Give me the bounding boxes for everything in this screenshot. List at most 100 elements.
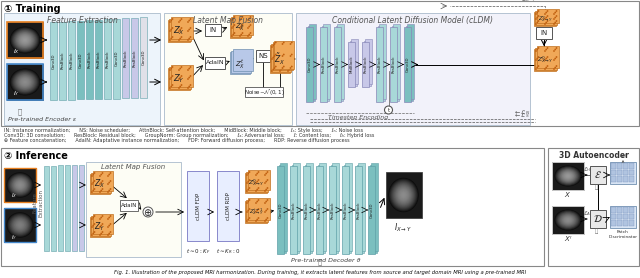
Circle shape <box>536 12 538 13</box>
Ellipse shape <box>17 182 24 188</box>
Text: MidBlock: MidBlock <box>349 56 353 73</box>
Text: ResBlock: ResBlock <box>97 51 100 68</box>
Ellipse shape <box>15 31 35 49</box>
Bar <box>355 166 362 254</box>
Circle shape <box>242 16 243 18</box>
Circle shape <box>109 172 111 174</box>
Circle shape <box>92 182 94 183</box>
Circle shape <box>178 87 180 89</box>
Circle shape <box>180 84 182 86</box>
Bar <box>623 207 628 212</box>
Circle shape <box>273 44 274 46</box>
Ellipse shape <box>9 175 31 195</box>
Circle shape <box>248 18 250 19</box>
Bar <box>104 19 111 99</box>
Bar <box>246 172 268 192</box>
Circle shape <box>108 225 110 226</box>
Text: ResBlock: ResBlock <box>378 56 381 73</box>
Circle shape <box>290 67 291 69</box>
Circle shape <box>547 20 548 22</box>
Bar <box>611 163 616 168</box>
Circle shape <box>544 59 546 61</box>
Circle shape <box>535 59 537 61</box>
Text: Conv3D: Conv3D <box>79 52 83 68</box>
Circle shape <box>99 183 101 185</box>
Bar <box>376 27 383 102</box>
Bar <box>362 42 369 87</box>
Circle shape <box>554 22 556 23</box>
Ellipse shape <box>391 181 416 209</box>
Circle shape <box>264 182 266 184</box>
Bar <box>7 22 43 58</box>
Text: $\mathcal{E}$: $\mathcal{E}$ <box>594 170 602 180</box>
Text: Noise~$\mathcal{N}(0,1)$: Noise~$\mathcal{N}(0,1)$ <box>244 87 284 97</box>
Circle shape <box>257 181 258 182</box>
Text: $I_Y$: $I_Y$ <box>11 234 17 242</box>
Circle shape <box>172 36 173 38</box>
Circle shape <box>556 15 557 17</box>
Bar <box>365 39 372 84</box>
Circle shape <box>93 172 95 174</box>
Bar <box>611 170 616 175</box>
Circle shape <box>107 191 109 193</box>
Text: $\tilde{Z}_X$: $\tilde{Z}_X$ <box>275 51 285 66</box>
Text: ResBlock: ResBlock <box>132 49 136 67</box>
Ellipse shape <box>13 71 37 93</box>
Circle shape <box>239 35 241 37</box>
Bar <box>245 87 283 97</box>
Circle shape <box>535 50 537 52</box>
Circle shape <box>107 175 109 177</box>
Circle shape <box>545 49 547 50</box>
Text: ResBlock: ResBlock <box>335 56 339 73</box>
Circle shape <box>282 67 284 69</box>
Text: $Z_X$: $Z_X$ <box>95 178 106 190</box>
Bar <box>610 206 636 228</box>
Text: IN: Instance normalization;      NS: Noise scheduler;      AttnBlock: Self-atten: IN: Instance normalization; NS: Noise sc… <box>4 128 363 133</box>
Bar <box>77 21 84 100</box>
Circle shape <box>102 180 104 182</box>
Bar <box>293 163 300 251</box>
Bar <box>364 41 371 86</box>
Circle shape <box>282 55 284 57</box>
Text: $Z_X^c$: $Z_X^c$ <box>235 22 245 34</box>
Text: $\leftarrow \mathcal{L}_S$: $\leftarrow \mathcal{L}_S$ <box>513 111 530 120</box>
Bar <box>280 163 287 251</box>
Ellipse shape <box>390 180 417 210</box>
Bar <box>330 165 337 252</box>
Circle shape <box>247 27 249 29</box>
Bar <box>369 165 376 252</box>
Ellipse shape <box>560 214 576 226</box>
Circle shape <box>544 23 546 25</box>
Circle shape <box>179 86 181 87</box>
Circle shape <box>170 20 172 21</box>
Text: Conv3D: Conv3D <box>307 57 312 72</box>
Circle shape <box>102 188 104 190</box>
Text: ResBlock: ResBlock <box>392 56 396 73</box>
Ellipse shape <box>8 214 31 236</box>
Circle shape <box>231 35 233 37</box>
Bar <box>231 51 252 73</box>
Bar <box>1 148 544 266</box>
Bar <box>629 207 634 212</box>
Circle shape <box>536 17 538 18</box>
Ellipse shape <box>560 170 576 182</box>
Circle shape <box>234 24 236 26</box>
Ellipse shape <box>18 223 22 227</box>
Bar <box>51 166 56 251</box>
Text: $Z_X^t$: $Z_X^t$ <box>235 56 245 70</box>
Text: ResBlock: ResBlock <box>106 50 109 68</box>
Bar <box>68 21 75 100</box>
Ellipse shape <box>13 178 28 192</box>
Circle shape <box>231 19 233 21</box>
Circle shape <box>287 46 289 48</box>
Bar <box>274 41 294 68</box>
Circle shape <box>289 44 290 46</box>
Circle shape <box>287 58 289 60</box>
Bar <box>629 214 634 219</box>
Circle shape <box>556 56 557 58</box>
Circle shape <box>275 54 276 55</box>
Text: Conditional Latent Diffusion Model (cLDM): Conditional Latent Diffusion Model (cLDM… <box>333 16 493 25</box>
Circle shape <box>266 181 267 182</box>
Bar <box>611 214 616 219</box>
Circle shape <box>274 55 275 57</box>
